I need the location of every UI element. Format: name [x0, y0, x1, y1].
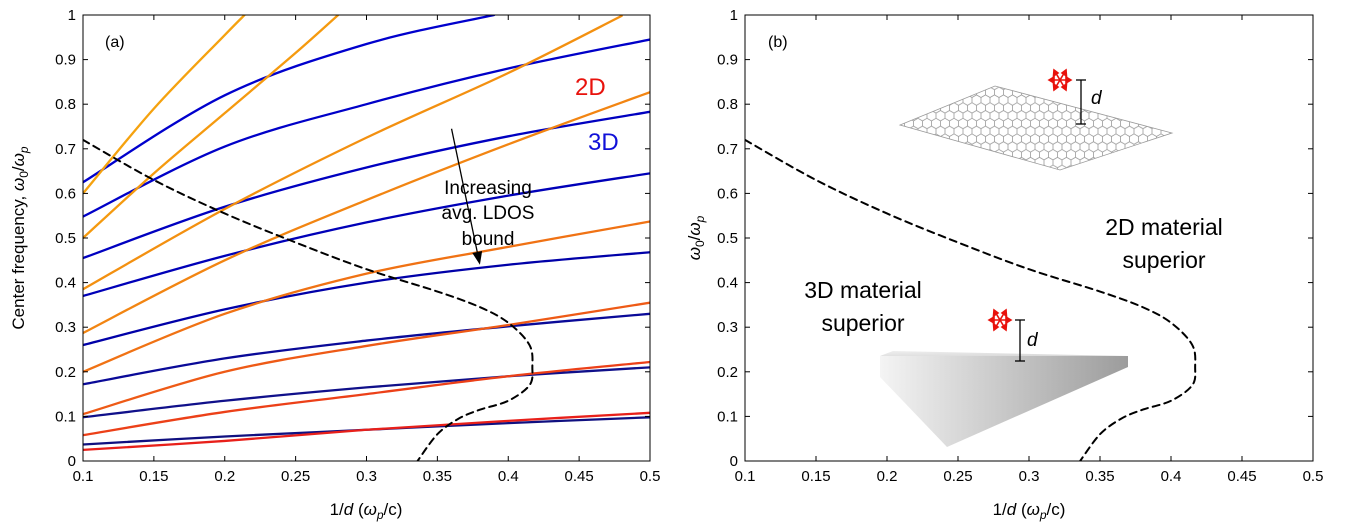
panel-b-y-tick-label-2: 0.2 — [717, 364, 738, 381]
panel-a-3d-series-line-5 — [83, 312, 650, 386]
panel-b-x-tick-label-8: 0.5 — [1303, 468, 1324, 485]
panel-b-ticks: 0.1 0.15 0.2 0.25 0.3 0.35 0.4 0.45 0.500.10.20.… — [717, 7, 1323, 485]
panel-b-label: (b) — [768, 34, 788, 51]
panel-b-x-tick-label-3: 0.25 — [943, 468, 972, 485]
panel-a-y-tick-label-4: 0.4 — [55, 275, 76, 292]
panel-b-plot-area — [745, 138, 1197, 461]
panel-b-y-tick-label-8: 0.8 — [717, 96, 738, 113]
legend-3d-label: 3D — [588, 129, 619, 156]
panel-a-2d-series-line-9 — [83, 15, 340, 240]
graphene-sheet-illustration: d — [898, 69, 1174, 171]
panel-b-x-tick-label-6: 0.4 — [1161, 468, 1182, 485]
panel-a-x-tick-label-0: 0.1 — [73, 468, 94, 485]
slab-distance-label: d — [1027, 330, 1039, 351]
panel-b-x-tick-label-7: 0.45 — [1227, 468, 1256, 485]
increasing-bound-annotation: Increasing avg. LDOS bound — [442, 128, 535, 265]
panel-a-y-tick-label-1: 0.1 — [55, 408, 76, 425]
annotation-line-1: Increasing — [444, 178, 532, 199]
panel-a-boundary-series-line-16 — [83, 138, 534, 461]
panel-a-y-tick-label-0: 0 — [68, 453, 76, 470]
region-2d-superior-line-1: 2D material — [1105, 214, 1223, 240]
panel-b-y-tick-label-6: 0.6 — [717, 185, 738, 202]
panel-b-y-tick-label-3: 0.3 — [717, 319, 738, 336]
panel-a-x-tick-label-8: 0.5 — [640, 468, 661, 485]
panel-a-y-tick-label-3: 0.3 — [55, 319, 76, 336]
graphene-distance-label: d — [1091, 88, 1103, 109]
panel-a-y-tick-label-5: 0.5 — [55, 230, 76, 247]
panel-a-3d-series-line-1 — [83, 38, 650, 218]
slab-side-face — [880, 356, 1128, 447]
panel-a-2d-series-line-10 — [83, 15, 623, 291]
panel-a-y-tick-label-8: 0.8 — [55, 96, 76, 113]
panel-a-label: (a) — [105, 34, 125, 51]
panel-a-y-tick-label-6: 0.6 — [55, 185, 76, 202]
panel-a-x-tick-label-2: 0.2 — [214, 468, 235, 485]
panel-a-3d-series-line-6 — [83, 366, 650, 419]
annotation-line-2: avg. LDOS — [442, 203, 535, 224]
panel-b-x-tick-label-4: 0.3 — [1019, 468, 1040, 485]
annotation-line-3: bound — [462, 229, 515, 250]
panel-a-x-tick-label-4: 0.3 — [356, 468, 377, 485]
panel-a-x-tick-label-7: 0.45 — [565, 468, 594, 485]
panel-a-y-axis-label: Center frequency, ω0/ωp — [9, 146, 31, 330]
panel-b-x-tick-label-1: 0.15 — [801, 468, 830, 485]
legend-2d-label: 2D — [575, 74, 606, 101]
panel-a-3d-series-line-0 — [83, 15, 496, 184]
panel-b-boundary-series-line-0 — [745, 138, 1197, 461]
panel-a-plot-area — [83, 15, 650, 461]
panel-b-y-tick-label-9: 0.9 — [717, 52, 738, 69]
panel-a-y-tick-label-7: 0.7 — [55, 141, 76, 158]
bulk-slab-illustration: d — [880, 309, 1128, 447]
graphene-lattice — [898, 85, 1174, 171]
panel-b-y-axis-label: ω0/ωp — [685, 215, 707, 260]
panel-b-y-tick-label-10: 1 — [730, 7, 738, 24]
panel-a-2d-series-line-12 — [83, 220, 650, 373]
panel-a-2d-series-line-13 — [83, 301, 650, 416]
panel-a-ticks: 0.1 0.15 0.2 0.25 0.3 0.35 0.4 0.45 0.500.10.20.… — [55, 7, 660, 485]
panel-a-y-tick-label-2: 0.2 — [55, 364, 76, 381]
panel-a-y-tick-label-9: 0.9 — [55, 52, 76, 69]
panel-a-x-tick-label-1: 0.15 — [139, 468, 168, 485]
panel-a-2d-series-line-14 — [83, 360, 650, 437]
panel-b-y-tick-label-1: 0.1 — [717, 408, 738, 425]
panel-a-2d-series-line-15 — [83, 411, 650, 451]
panel-a-2d-series-line-11 — [83, 91, 650, 335]
panel-b-x-tick-label-5: 0.35 — [1085, 468, 1114, 485]
panel-a-x-tick-label-3: 0.25 — [281, 468, 310, 485]
panel-b: d d 0.1 0.15 0.2 0.25 0.3 0.35 0.4 0.45 0.500.10… — [685, 7, 1323, 522]
panel-b-y-tick-label-5: 0.5 — [717, 230, 738, 247]
panel-a-x-tick-label-6: 0.4 — [498, 468, 519, 485]
panel-a-3d-series-line-3 — [83, 172, 650, 298]
panel-a-2d-series-line-8 — [83, 15, 246, 195]
slab-distance-bar — [1015, 319, 1025, 362]
panel-a-3d-series-line-4 — [83, 251, 650, 347]
panel-b-y-tick-label-4: 0.4 — [717, 275, 738, 292]
panel-a-x-axis-label: 1/d (ωp/c) — [330, 500, 403, 522]
panel-b-x-tick-label-2: 0.2 — [877, 468, 898, 485]
panel-a-x-tick-label-5: 0.35 — [423, 468, 452, 485]
panel-b-x-axis-label: 1/d (ωp/c) — [993, 500, 1066, 522]
panel-a-y-tick-label-10: 1 — [68, 7, 76, 24]
panel-b-y-tick-label-7: 0.7 — [717, 141, 738, 158]
region-2d-superior-line-2: superior — [1122, 247, 1205, 273]
graphene-distance-bar — [1076, 79, 1086, 125]
annotation-arrowhead — [472, 251, 483, 265]
panel-b-x-tick-label-0: 0.1 — [735, 468, 756, 485]
region-3d-superior-line-2: superior — [821, 310, 904, 336]
annotation-arrow — [450, 128, 478, 253]
panel-a: 0.1 0.15 0.2 0.25 0.3 0.35 0.4 0.45 0.500.10.20.… — [9, 7, 660, 522]
slab-top-face — [880, 351, 1128, 356]
region-3d-superior-line-1: 3D material — [804, 277, 922, 303]
panel-b-y-tick-label-0: 0 — [730, 453, 738, 470]
